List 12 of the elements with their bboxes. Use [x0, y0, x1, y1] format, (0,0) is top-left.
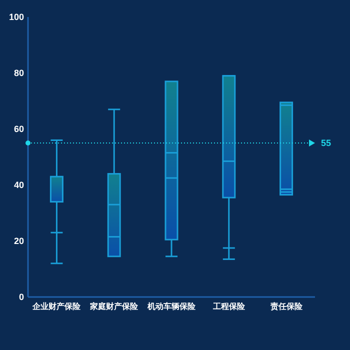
- y-tick-label: 100: [8, 12, 24, 22]
- ref-line-label: 55: [321, 138, 332, 148]
- y-tick-label: 0: [18, 292, 24, 302]
- x-tick-label: 机动车辆保险: [146, 302, 196, 311]
- y-tick-label: 60: [14, 124, 24, 134]
- y-tick-label: 20: [14, 236, 24, 246]
- x-tick-label: 家庭财产保险: [89, 301, 140, 311]
- x-tick-label: 责任保险: [269, 302, 304, 311]
- y-tick-label: 40: [14, 180, 24, 190]
- x-tick-label: 企业财产保险: [32, 302, 82, 311]
- y-tick-label: 80: [14, 68, 24, 78]
- x-tick-label: 工程保险: [212, 302, 246, 311]
